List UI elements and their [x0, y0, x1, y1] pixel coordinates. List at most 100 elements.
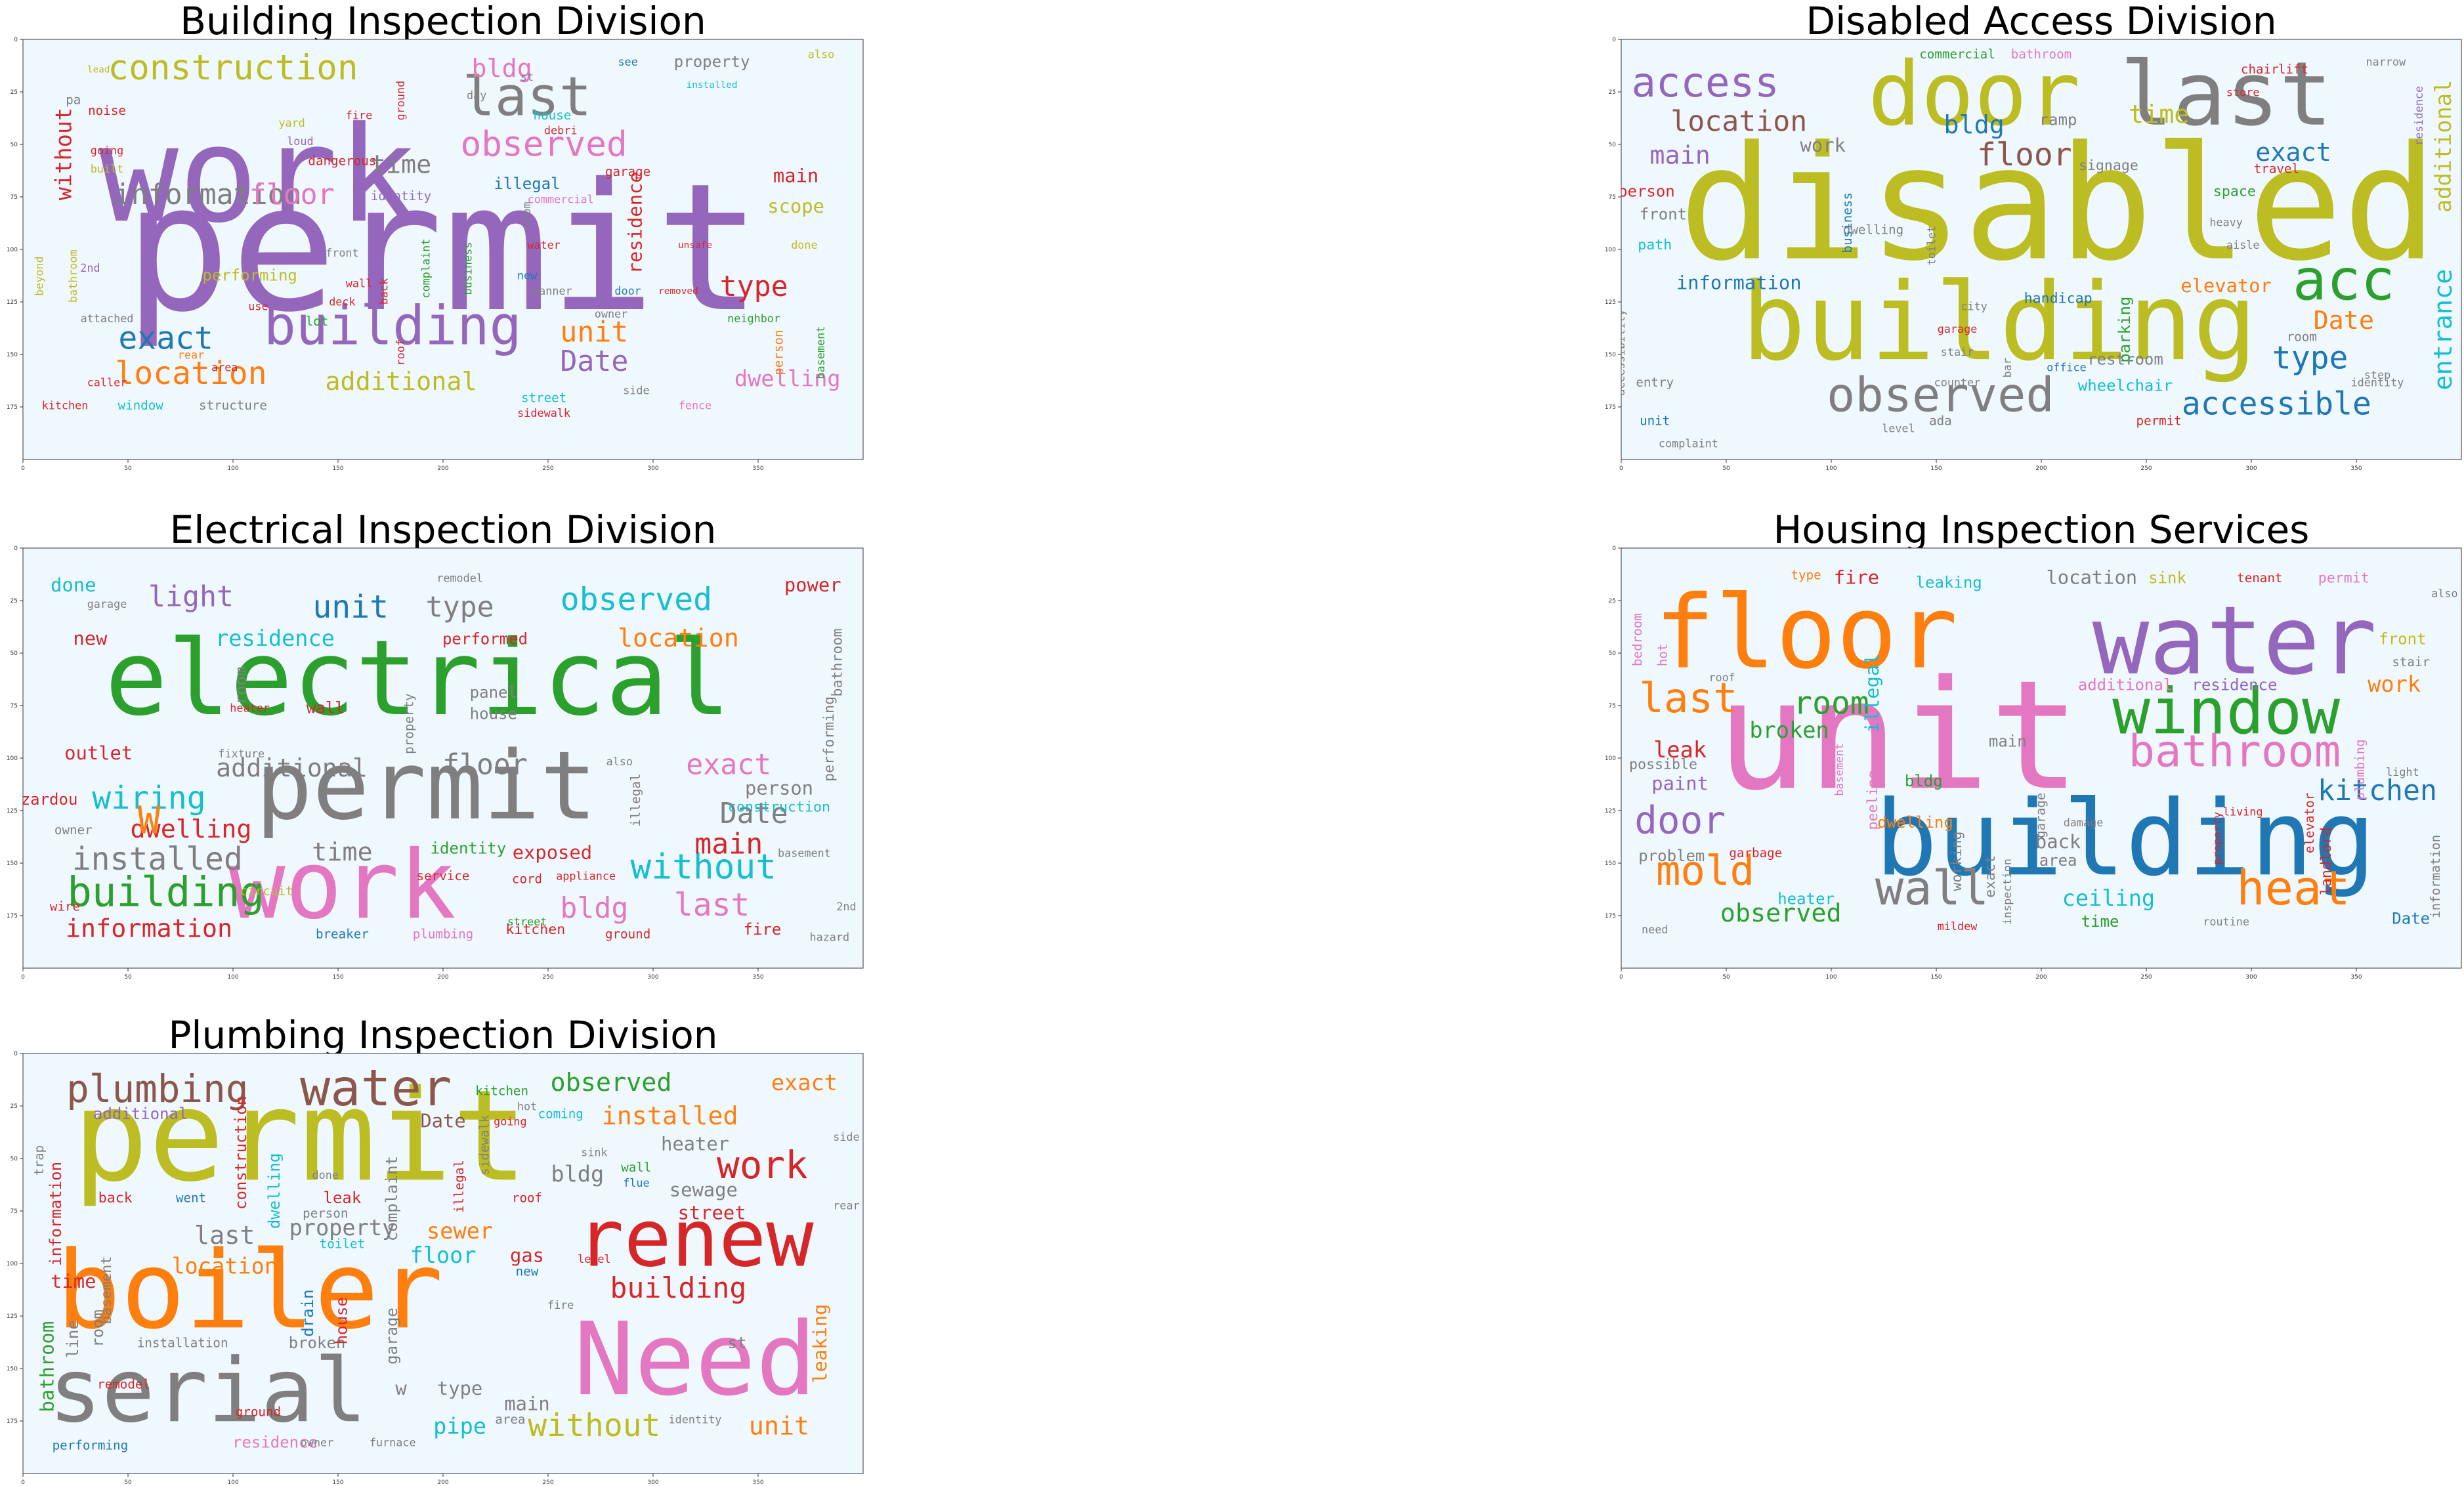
y-tick-label: 25	[11, 1103, 18, 1110]
word: last	[194, 1221, 255, 1250]
word: 2nd	[836, 900, 856, 913]
x-tick-label: 0	[1619, 465, 1623, 472]
y-tick-label: 125	[7, 299, 18, 306]
x-tick-label: 300	[647, 974, 658, 981]
x-tick-label: 150	[332, 974, 343, 981]
word: noise	[88, 103, 126, 118]
y-tick-label: 75	[11, 703, 18, 710]
word: bldg	[551, 1162, 604, 1187]
word: unit	[1716, 648, 2081, 824]
word: narrow	[2366, 55, 2406, 68]
word: construction	[728, 799, 830, 816]
word: without	[631, 847, 777, 887]
word: observed	[561, 582, 712, 618]
word: floor	[249, 179, 335, 211]
y-tick-label: 100	[1605, 247, 1616, 253]
word: unit	[560, 316, 628, 349]
word: problem	[1638, 847, 1705, 865]
x-tick-label: 300	[647, 465, 658, 472]
word: wall	[621, 1160, 651, 1175]
x-tick-label: 50	[124, 1479, 132, 1486]
y-tick-label: 75	[1609, 703, 1616, 710]
word: bathroom	[35, 1321, 58, 1412]
x-tick-label: 150	[1930, 465, 1942, 472]
word: basement	[1833, 743, 1846, 796]
word: level	[1882, 422, 1915, 435]
word: side	[623, 383, 649, 396]
word: building	[1875, 778, 2376, 899]
x-tick-label: 350	[2350, 974, 2362, 981]
plot-area	[1621, 39, 2462, 460]
word: front	[2379, 630, 2426, 648]
word: bldg	[1905, 772, 1943, 790]
word: built	[91, 162, 124, 175]
x-tick-label: 100	[227, 465, 238, 472]
word: observed	[460, 125, 627, 165]
word: Date	[2392, 910, 2430, 928]
word: illegal	[628, 774, 643, 827]
y-tick-label: 125	[7, 808, 18, 815]
word: identity	[431, 839, 507, 858]
y-tick-label: 125	[1605, 299, 1616, 306]
word: exposed	[513, 841, 592, 864]
word: kitchen	[475, 1084, 528, 1099]
word: floor	[442, 748, 528, 781]
word: residence	[624, 171, 646, 274]
word: sink	[581, 1145, 607, 1158]
word: illegal	[452, 1160, 467, 1213]
word: new	[73, 627, 108, 650]
word: illegal	[1861, 653, 1883, 732]
x-tick-label: 250	[2140, 974, 2152, 981]
word: plumbing	[66, 1067, 248, 1111]
word: handicap	[2024, 291, 2092, 307]
word: acc	[2293, 247, 2395, 313]
y-tick-label: 100	[1605, 755, 1616, 762]
word: house	[470, 705, 517, 723]
word: property	[674, 53, 750, 71]
word: inspection	[2001, 859, 2014, 925]
word: exact	[686, 748, 771, 781]
word: installation	[137, 1336, 228, 1351]
word: sidewalk	[517, 406, 570, 419]
y-tick-label: 150	[7, 1366, 18, 1372]
word: hazardou	[2, 790, 78, 809]
word: person	[1618, 182, 1675, 201]
word: area	[2039, 851, 2077, 870]
word: person	[303, 1206, 348, 1221]
x-tick-label: 50	[124, 465, 132, 472]
word: exact	[771, 1070, 838, 1095]
word: store	[2226, 86, 2260, 99]
word: kitchen	[42, 399, 89, 412]
x-tick-label: 0	[21, 465, 25, 472]
y-tick-label: 150	[1605, 860, 1616, 867]
x-tick-label: 0	[1619, 974, 1623, 981]
word: water	[300, 1059, 452, 1118]
word: chair	[2241, 62, 2279, 77]
word: hot	[1655, 644, 1670, 667]
word: wall	[1875, 860, 1989, 916]
word: floor	[410, 1242, 476, 1268]
word: identity	[2351, 376, 2404, 389]
word: type	[426, 591, 494, 624]
word: owner	[301, 1436, 334, 1449]
word: performing	[821, 696, 838, 782]
word: building	[67, 868, 265, 916]
word: building	[1741, 261, 2257, 385]
word: furnace	[370, 1436, 416, 1449]
y-tick-label: 100	[7, 755, 18, 762]
x-tick-label: 200	[2035, 465, 2047, 472]
word: construction	[108, 48, 358, 88]
y-tick-label: 75	[1609, 194, 1616, 201]
word: toilet	[1925, 226, 1938, 266]
word: dwelling	[265, 1153, 284, 1229]
word: cord	[512, 872, 542, 887]
word: office	[2047, 360, 2087, 373]
word: entrance	[2429, 269, 2458, 391]
wordcloud-panel: permit boiler Need renew serial water plumbing…	[7, 1051, 864, 1486]
y-tick-label: 175	[7, 913, 18, 920]
y-tick-label: 75	[11, 1208, 18, 1215]
word: sink	[2148, 569, 2186, 587]
y-tick-label: 50	[11, 1156, 18, 1162]
x-tick-label: 0	[21, 974, 25, 981]
